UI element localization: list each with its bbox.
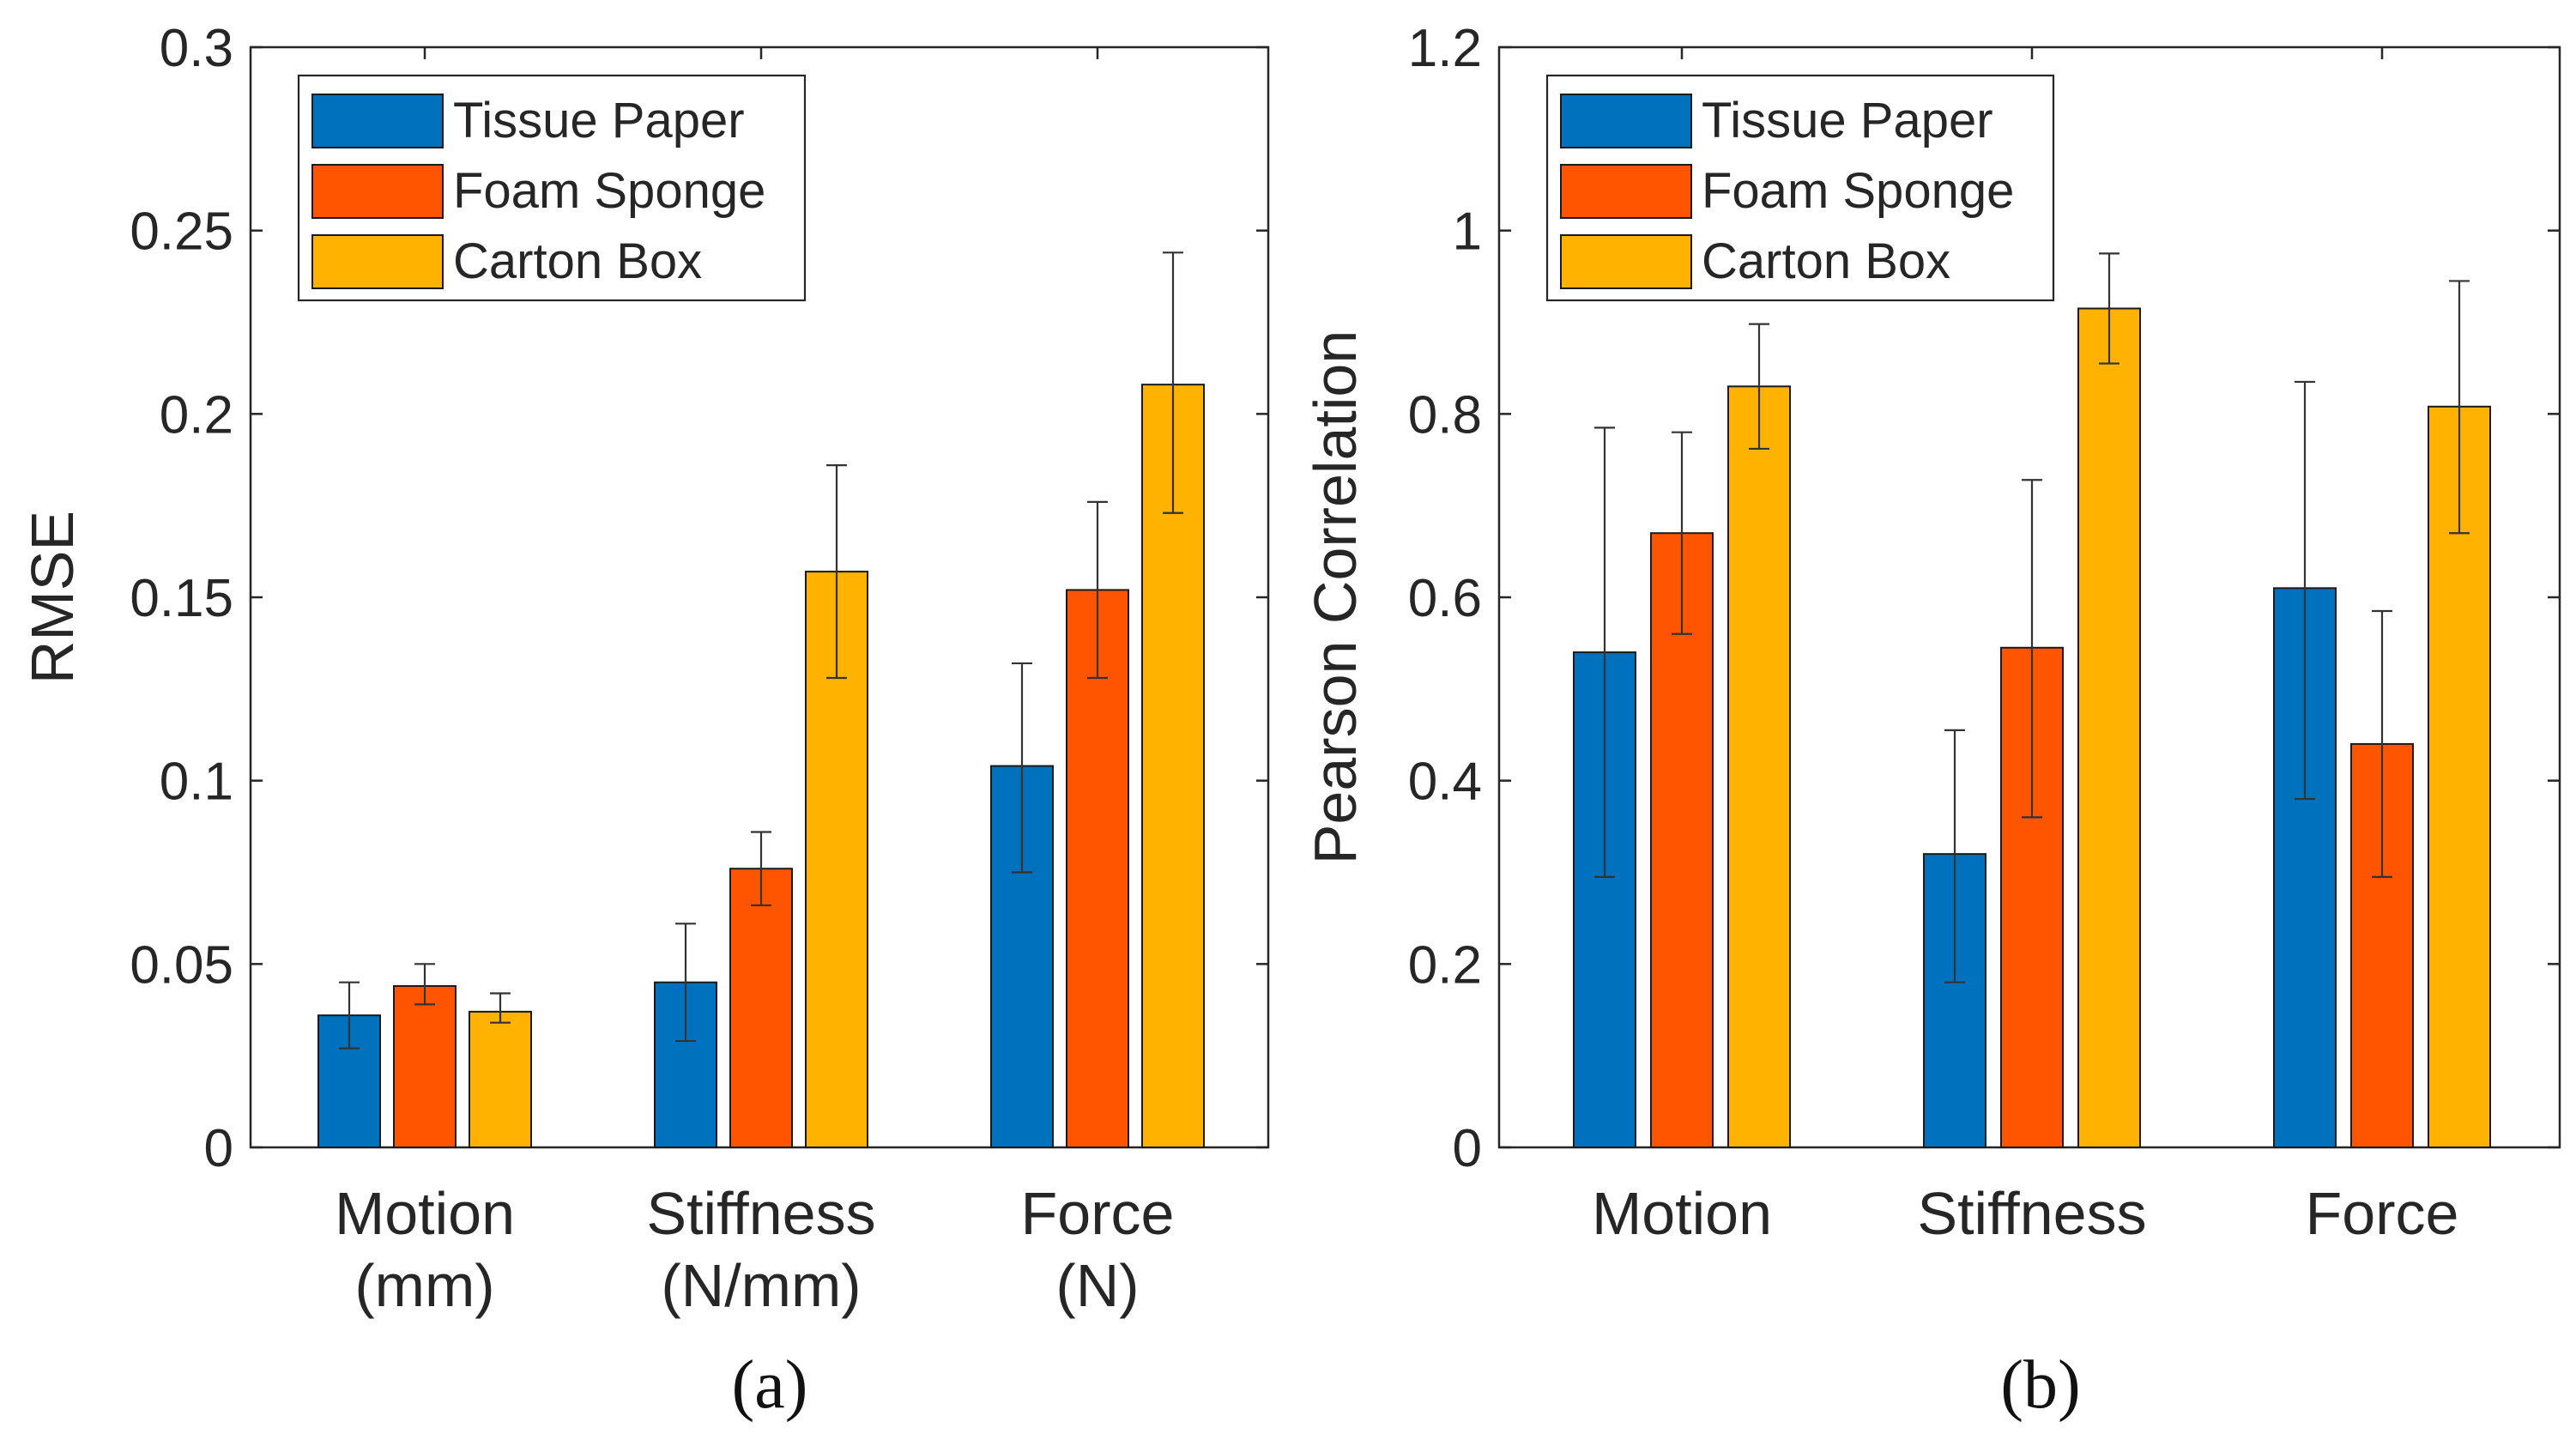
bar-foam-sponge	[729, 868, 793, 1149]
x-category-unit: (N)	[1055, 1252, 1139, 1319]
y-tick-label: 1.2	[1408, 19, 1482, 78]
panel-caption: (a)	[732, 1347, 808, 1423]
y-tick-label: 0.4	[1408, 753, 1482, 812]
bar-carton-box	[469, 1010, 532, 1149]
chart-panel-b: 0 0.2 0.4 0.6 0.8 1 1.2 Pearson Correlation Moti…	[1302, 19, 2561, 1423]
legend-label: Tissue Paper	[453, 93, 745, 148]
legend-label: Carton Box	[453, 233, 702, 289]
y-tick-label: 0.6	[1408, 569, 1482, 628]
x-category-label: Force	[2306, 1180, 2459, 1247]
chart-panel-a: 0 0.05 0.1 0.15 0.2 0.25 0.3 RMSE Motion(mm) Stif…	[19, 19, 1270, 1423]
legend-swatch	[311, 164, 444, 219]
bar-foam-sponge	[1066, 589, 1129, 1148]
legend: Tissue Paper Foam Sponge Carton Box	[297, 74, 807, 302]
panel-caption: (b)	[2000, 1347, 2080, 1423]
x-category-label: Force	[1021, 1180, 1175, 1247]
bar-carton-box	[2077, 307, 2141, 1149]
y-tick-label: 0.15	[130, 569, 233, 628]
x-category-unit: (N/mm)	[661, 1252, 861, 1319]
legend-label: Tissue Paper	[1702, 93, 1993, 148]
legend-label: Foam Sponge	[1702, 163, 2014, 219]
x-category-label: Stiffness	[1917, 1180, 2146, 1247]
legend-label: Carton Box	[1702, 233, 1950, 289]
y-tick-label: 0.2	[160, 385, 233, 445]
bar-foam-sponge	[393, 984, 457, 1149]
y-axis-label: Pearson Correlation	[1302, 330, 1369, 865]
y-axis-label: RMSE	[19, 511, 86, 684]
y-tick-label: 0.8	[1408, 385, 1482, 445]
x-category-unit: (mm)	[354, 1252, 494, 1319]
legend: Tissue Paper Foam Sponge Carton Box	[1545, 74, 2055, 302]
legend-swatch	[1560, 234, 1692, 289]
y-tick-label: 0.2	[1408, 935, 1482, 995]
x-category-label: Motion	[1592, 1180, 1772, 1247]
bar-carton-box	[1727, 385, 1791, 1148]
x-category-label: Stiffness	[646, 1180, 875, 1247]
y-tick-label: 0.3	[160, 19, 233, 78]
y-tick-label: 1	[1453, 203, 1482, 262]
y-tick-label: 0.25	[130, 203, 233, 262]
y-tick-label: 0.1	[160, 753, 233, 812]
legend-swatch	[311, 234, 444, 289]
legend-swatch	[1560, 94, 1692, 148]
x-category-label: Motion	[335, 1180, 515, 1247]
y-tick-label: 0.05	[130, 935, 233, 995]
y-tick-label: 0	[204, 1119, 233, 1178]
legend-swatch	[311, 94, 444, 148]
y-tick-label: 0	[1453, 1119, 1482, 1178]
legend-label: Foam Sponge	[453, 163, 765, 219]
legend-swatch	[1560, 164, 1692, 219]
